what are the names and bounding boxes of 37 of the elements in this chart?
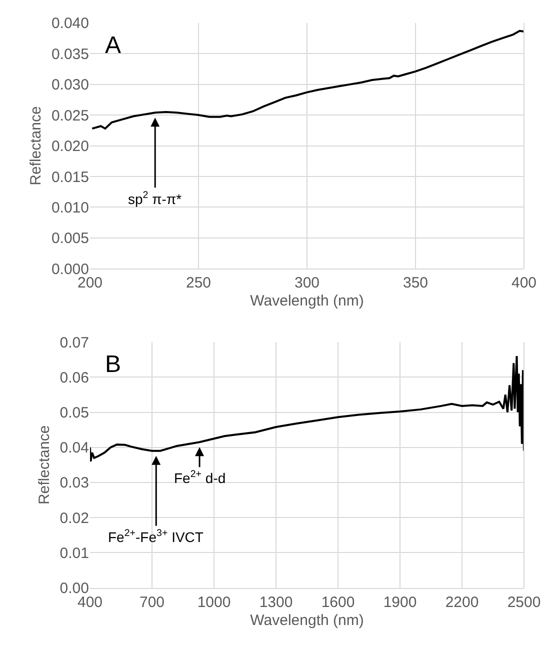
- x-tick-label: 1900: [383, 594, 417, 611]
- y-tick-label: 0.010: [51, 199, 89, 216]
- y-tick-label: 0.005: [51, 230, 89, 248]
- line-series: [90, 355, 524, 462]
- x-tick-label: 1300: [259, 594, 293, 611]
- y-tick-label: 0.015: [51, 168, 89, 186]
- y-tick-label: 0.030: [51, 76, 89, 94]
- annotation: B: [105, 351, 122, 378]
- y-tick-label: 0.025: [51, 107, 89, 124]
- x-tick-label: 300: [294, 274, 320, 292]
- x-tick-label: 250: [186, 274, 212, 292]
- line-series: [91, 30, 524, 130]
- y-tick-label: 0.02: [60, 510, 89, 527]
- x-tick-label: 1000: [197, 594, 231, 611]
- x-tick-label: 2200: [445, 594, 479, 611]
- y-axis-title: Reflectance: [28, 106, 45, 186]
- x-axis-title: Wavelength (nm): [250, 612, 364, 629]
- y-tick-label: 0.03: [60, 474, 89, 492]
- y-tick-label: 0.040: [51, 15, 89, 32]
- y-axis-title: Reflectance: [36, 425, 54, 505]
- y-tick-label: 0.020: [51, 138, 89, 156]
- y-tick-label: 0.01: [60, 544, 89, 562]
- annotation: A: [105, 32, 122, 59]
- x-tick-label: 2500: [507, 594, 541, 611]
- y-tick-label: 0.06: [60, 369, 89, 386]
- annotation: Fe$^{2+}$ d-d: [174, 469, 226, 486]
- y-tick-label: 0.035: [51, 46, 89, 63]
- x-tick-label: 400: [511, 274, 537, 292]
- x-axis-title: Wavelength (nm): [250, 292, 364, 310]
- y-tick-label: 0.04: [60, 440, 89, 457]
- annotation: Fe$^{2+}$-Fe$^{3+}$ IVCT: [108, 528, 204, 545]
- x-tick-label: 700: [139, 594, 165, 611]
- annotation: sp$^{2}$ π-π*: [128, 190, 182, 207]
- y-tick-label: 0.07: [60, 334, 89, 352]
- y-tick-label: 0.05: [60, 404, 89, 422]
- x-tick-label: 1600: [321, 594, 355, 611]
- x-tick-label: 350: [402, 274, 428, 292]
